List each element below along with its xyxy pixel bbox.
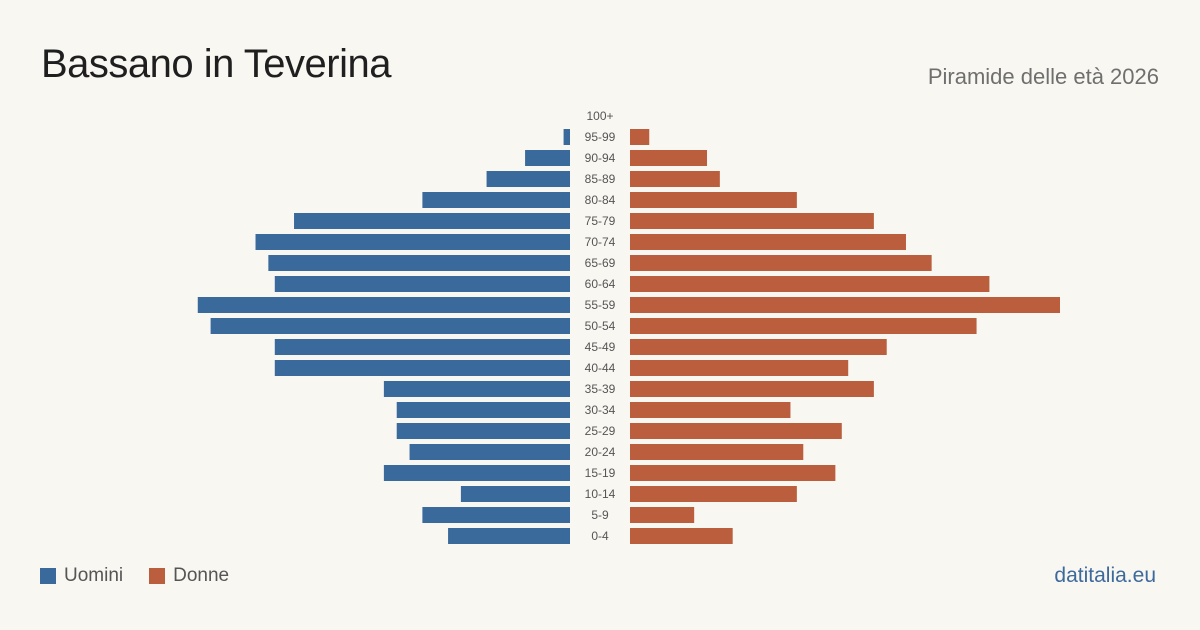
bar-women-5-9 bbox=[630, 507, 695, 523]
bar-women-55-59 bbox=[630, 297, 1060, 313]
age-group-label: 60-64 bbox=[585, 277, 616, 291]
age-group-label: 85-89 bbox=[585, 172, 616, 186]
legend-item-men: Uomini bbox=[40, 565, 123, 587]
bar-men-40-44 bbox=[274, 360, 570, 376]
bar-men-5-9 bbox=[422, 507, 570, 523]
bar-men-95-99 bbox=[563, 129, 570, 145]
age-group-label: 30-34 bbox=[585, 403, 616, 417]
bar-men-70-74 bbox=[255, 234, 570, 250]
age-group-label: 0-4 bbox=[591, 529, 609, 543]
legend-swatch-men bbox=[40, 568, 56, 584]
age-group-label: 40-44 bbox=[585, 361, 616, 375]
page-title: Bassano in Teverina bbox=[41, 42, 392, 86]
bar-men-60-64 bbox=[274, 276, 570, 292]
bar-men-50-54 bbox=[210, 318, 570, 334]
age-group-label: 95-99 bbox=[585, 130, 616, 144]
bar-women-50-54 bbox=[630, 318, 977, 334]
bar-men-90-94 bbox=[525, 150, 570, 166]
bar-women-10-14 bbox=[630, 486, 797, 502]
legend: Uomini Donne bbox=[40, 565, 255, 587]
legend-item-women: Donne bbox=[149, 565, 229, 587]
bar-women-85-89 bbox=[630, 171, 720, 187]
bar-women-75-79 bbox=[630, 213, 874, 229]
age-group-label: 70-74 bbox=[585, 235, 616, 249]
age-group-label: 35-39 bbox=[585, 382, 616, 396]
age-group-label: 45-49 bbox=[585, 340, 616, 354]
bar-men-0-4 bbox=[448, 528, 570, 544]
bar-men-20-24 bbox=[409, 444, 570, 460]
bar-men-85-89 bbox=[486, 171, 570, 187]
bar-men-35-39 bbox=[383, 381, 570, 397]
age-group-label: 20-24 bbox=[585, 445, 616, 459]
chart-subtitle: Piramide delle età 2026 bbox=[927, 64, 1159, 89]
bar-men-45-49 bbox=[274, 339, 570, 355]
bar-women-35-39 bbox=[630, 381, 874, 397]
bar-women-45-49 bbox=[630, 339, 887, 355]
bar-women-15-19 bbox=[630, 465, 836, 481]
age-group-label: 90-94 bbox=[585, 151, 616, 165]
age-group-label: 100+ bbox=[586, 109, 613, 123]
bar-men-65-69 bbox=[268, 255, 570, 271]
age-group-label: 50-54 bbox=[585, 319, 616, 333]
age-group-label: 15-19 bbox=[585, 466, 616, 480]
bar-women-20-24 bbox=[630, 444, 804, 460]
bar-women-70-74 bbox=[630, 234, 906, 250]
bar-men-15-19 bbox=[383, 465, 570, 481]
legend-swatch-women bbox=[149, 568, 166, 584]
age-group-label: 55-59 bbox=[585, 298, 616, 312]
age-group-label: 75-79 bbox=[585, 214, 616, 228]
age-group-label: 80-84 bbox=[585, 193, 616, 207]
age-group-label: 5-9 bbox=[591, 508, 609, 522]
legend-label-men: Uomini bbox=[64, 565, 124, 586]
age-group-label: 10-14 bbox=[585, 487, 616, 501]
bar-women-25-29 bbox=[630, 423, 842, 439]
bar-men-30-34 bbox=[396, 402, 570, 418]
bar-women-90-94 bbox=[630, 150, 708, 166]
bar-women-95-99 bbox=[630, 129, 650, 145]
bar-men-55-59 bbox=[197, 297, 570, 313]
bar-women-80-84 bbox=[630, 192, 797, 208]
bar-women-65-69 bbox=[630, 255, 932, 271]
bar-women-60-64 bbox=[630, 276, 990, 292]
bar-men-80-84 bbox=[422, 192, 570, 208]
bar-men-75-79 bbox=[294, 213, 570, 229]
bar-men-25-29 bbox=[396, 423, 570, 439]
bar-women-30-34 bbox=[630, 402, 791, 418]
brand-link[interactable]: datitalia.eu bbox=[1054, 564, 1156, 587]
age-group-label: 25-29 bbox=[585, 424, 616, 438]
legend-label-women: Donne bbox=[173, 565, 230, 586]
bar-women-40-44 bbox=[630, 360, 849, 376]
age-group-label: 65-69 bbox=[585, 256, 616, 270]
bar-women-0-4 bbox=[630, 528, 733, 544]
bar-men-10-14 bbox=[460, 486, 570, 502]
